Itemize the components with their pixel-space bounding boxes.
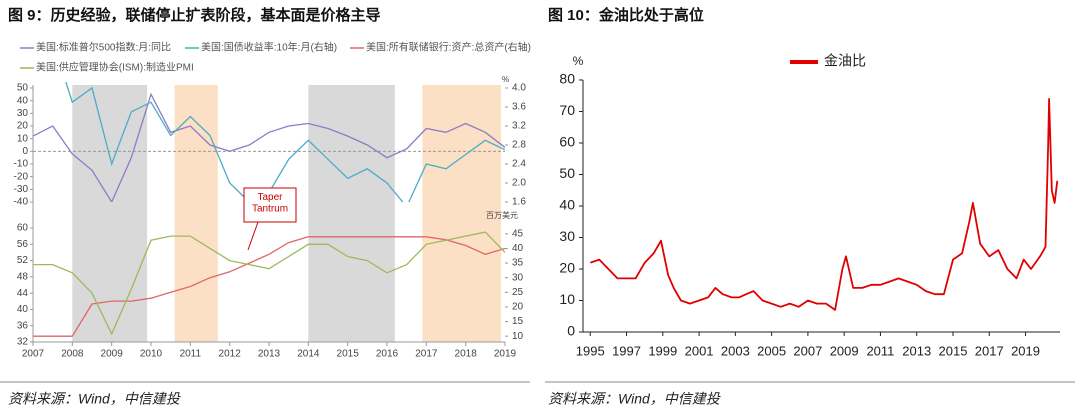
series-line bbox=[33, 231, 505, 336]
x-tick-label: 2009 bbox=[830, 343, 859, 358]
y2-tick-label: 3.2 bbox=[512, 121, 526, 132]
y-tick-label: -20 bbox=[14, 171, 29, 182]
y2-tick-label: 2.8 bbox=[512, 140, 526, 151]
y-tick-label: 30 bbox=[559, 228, 575, 244]
x-tick-label: 1995 bbox=[576, 343, 605, 358]
y-tick-label: 40 bbox=[17, 304, 29, 315]
y-tick-label: 36 bbox=[17, 320, 29, 331]
annotation: Taper Tantrum bbox=[252, 192, 288, 215]
shaded-period bbox=[308, 85, 395, 342]
x-tick-label: 2016 bbox=[376, 349, 399, 360]
y-tick-label: 80 bbox=[559, 71, 575, 87]
y2-tick-label: 2.4 bbox=[512, 159, 526, 170]
x-tick-label: 2011 bbox=[866, 343, 894, 358]
y2-tick-label: 45 bbox=[512, 228, 524, 239]
y-tick-label: 50 bbox=[559, 165, 575, 181]
x-tick-label: 2013 bbox=[902, 343, 931, 358]
y-tick-label: 40 bbox=[559, 197, 575, 213]
annotation-arrow bbox=[247, 221, 259, 251]
y-tick-label: 10 bbox=[17, 133, 29, 144]
legend-label: 美国:所有联储银行:资产:总资产(右轴) bbox=[366, 41, 531, 54]
source: 资料来源：Wind，中信建投 bbox=[8, 391, 182, 407]
x-tick-label: 2019 bbox=[494, 349, 517, 360]
y2-tick-label: 15 bbox=[512, 316, 524, 327]
y2-tick-label: 20 bbox=[512, 302, 524, 313]
x-tick-label: 2019 bbox=[1011, 343, 1040, 358]
shaded-period bbox=[174, 85, 218, 342]
series-line bbox=[33, 92, 505, 202]
x-tick-label: 2007 bbox=[22, 349, 45, 360]
series-line bbox=[590, 98, 1059, 311]
y-tick-label: 0 bbox=[567, 323, 575, 339]
x-tick-label: 2005 bbox=[757, 343, 786, 358]
y-tick-label: 20 bbox=[559, 260, 575, 276]
y2-unit: 百万美元 bbox=[486, 210, 518, 220]
y-tick-label: 52 bbox=[17, 255, 29, 266]
y-tick-label: -10 bbox=[14, 159, 29, 170]
x-tick-label: 2008 bbox=[61, 349, 84, 360]
legend-label: 金油比 bbox=[824, 53, 866, 69]
y-tick-label: 70 bbox=[559, 102, 575, 118]
y-tick-label: 44 bbox=[17, 288, 29, 299]
y-tick-label: 10 bbox=[559, 291, 575, 307]
x-tick-label: 2013 bbox=[258, 349, 281, 360]
x-tick-label: 2010 bbox=[140, 349, 163, 360]
x-tick-label: 2009 bbox=[101, 349, 124, 360]
series-line bbox=[33, 236, 505, 337]
x-tick-label: 2015 bbox=[939, 343, 968, 358]
y2-tick-label: 10 bbox=[512, 331, 524, 342]
y2-tick-label: 35 bbox=[512, 258, 524, 269]
y-tick-label: 60 bbox=[17, 223, 29, 234]
y2-tick-label: 25 bbox=[512, 287, 524, 298]
x-tick-label: 2017 bbox=[975, 343, 1004, 358]
shaded-period bbox=[72, 85, 148, 342]
y-tick-label: 60 bbox=[559, 134, 575, 150]
x-tick-label: 2015 bbox=[337, 349, 360, 360]
y2-unit: % bbox=[502, 75, 509, 84]
x-tick-label: 2012 bbox=[219, 349, 242, 360]
x-tick-label: 1997 bbox=[612, 343, 641, 358]
y2-tick-label: 30 bbox=[512, 272, 524, 283]
x-tick-label: 2007 bbox=[793, 343, 822, 358]
x-tick-label: 2003 bbox=[721, 343, 750, 358]
y-tick-label: 32 bbox=[17, 337, 29, 348]
x-tick-label: 2018 bbox=[455, 349, 478, 360]
y-tick-label: 50 bbox=[17, 83, 29, 94]
y2-tick-label: 3.6 bbox=[512, 102, 526, 113]
x-tick-label: 2014 bbox=[297, 349, 320, 360]
y2-tick-label: 1.6 bbox=[512, 197, 526, 208]
y-tick-label: -30 bbox=[14, 184, 29, 195]
shaded-period bbox=[422, 85, 502, 342]
legend-label: 美国:国债收益率:10年:月(右轴) bbox=[201, 41, 337, 54]
y2-tick-label: 40 bbox=[512, 243, 524, 254]
x-tick-label: 2017 bbox=[415, 349, 438, 360]
y-tick-label: 40 bbox=[17, 95, 29, 106]
legend-label: 美国:标准普尔500指数:月:同比 bbox=[36, 41, 171, 54]
annotation-box bbox=[243, 187, 297, 223]
figure-title: 图 9：历史经验，联储停止扩表阶段，基本面是价格主导 bbox=[8, 6, 381, 24]
y-tick-label: -40 bbox=[14, 197, 29, 208]
y-tick-label: 56 bbox=[17, 239, 29, 250]
y-unit: % bbox=[573, 54, 584, 68]
x-tick-label: 1999 bbox=[648, 343, 677, 358]
y-tick-label: 48 bbox=[17, 271, 29, 282]
y-tick-label: 30 bbox=[17, 108, 29, 119]
figure-title: 图 10：金油比处于高位 bbox=[548, 6, 704, 24]
legend-label: 美国:供应管理协会(ISM):制造业PMI bbox=[36, 61, 194, 74]
y-tick-label: 0 bbox=[22, 146, 28, 157]
y-tick-label: 20 bbox=[17, 121, 29, 132]
source: 资料来源：Wind，中信建投 bbox=[548, 391, 722, 407]
x-tick-label: 2011 bbox=[180, 349, 202, 360]
y2-tick-label: 4.0 bbox=[512, 83, 526, 94]
x-tick-label: 2001 bbox=[685, 343, 714, 358]
y2-tick-label: 2.0 bbox=[512, 178, 526, 189]
